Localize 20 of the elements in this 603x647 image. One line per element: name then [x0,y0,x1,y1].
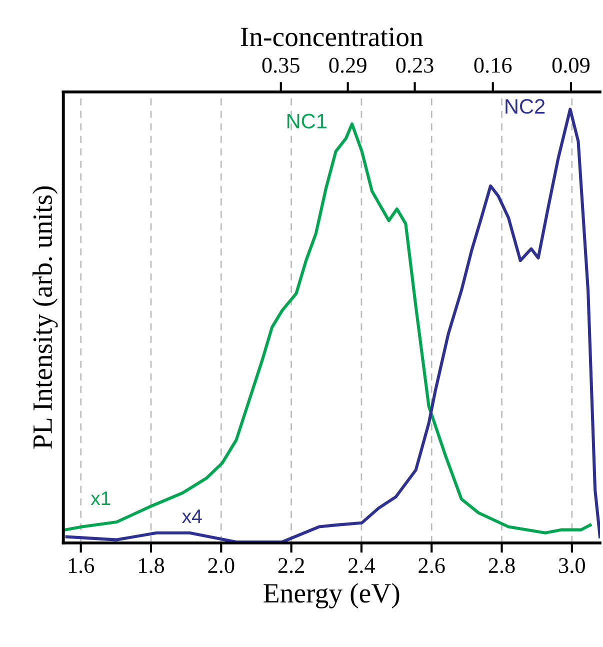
y-axis-title: PL Intensity (arb. units) [32,186,58,449]
x-tick-label: 2.2 [278,558,304,574]
x2-tick-label: 0.35 [262,58,300,73]
x2-tick-label: 0.09 [552,58,590,73]
x-axis-title: Energy (eV) [264,583,400,608]
x2-axis-title: In-concentration [240,28,424,46]
x2-tick-label: 0.29 [329,58,366,73]
annotation: x1 [90,492,110,505]
series-label: NC2 [506,99,545,114]
x-tick-label: 1.8 [139,558,164,574]
annotation: x4 [182,510,202,524]
x-tick-label: 2.4 [348,558,376,574]
x-tick-label: 2.6 [418,558,445,574]
x2-tick-label: 0.16 [474,58,512,73]
x2-tick-label: 0.23 [396,58,434,73]
x-tick-label: 3.0 [559,558,585,574]
x-tick-label: 2.0 [208,558,234,574]
series-label: NC1 [287,114,326,129]
x-tick-label: 1.6 [68,558,94,574]
x-tick-label: 2.8 [488,558,515,574]
